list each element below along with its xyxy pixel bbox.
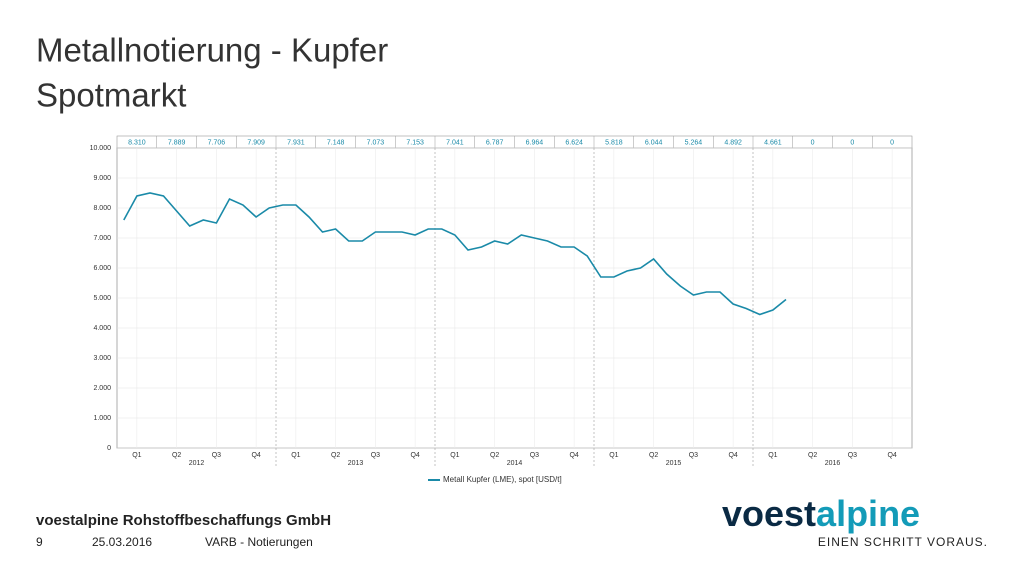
x-tick-label: Q4 — [887, 452, 896, 459]
table-cell: 5.818 — [605, 139, 623, 146]
y-tick-label: 6.000 — [93, 265, 111, 272]
table-cell: 0 — [850, 139, 854, 146]
table-cell: 4.892 — [724, 139, 742, 146]
x-tick-label: Q1 — [609, 452, 618, 459]
logo: voestalpine — [722, 493, 920, 534]
x-tick-label: Q1 — [450, 452, 459, 459]
year-label: 2012 — [189, 460, 205, 467]
legend-label: Metall Kupfer (LME), spot [USD/t] — [443, 475, 562, 484]
y-tick-label: 0 — [107, 445, 111, 452]
x-tick-label: Q4 — [569, 452, 578, 459]
year-label: 2014 — [507, 460, 523, 467]
table-cell: 7.889 — [168, 139, 186, 146]
year-label: 2015 — [666, 460, 682, 467]
year-label: 2013 — [348, 460, 364, 467]
slide-title: Spotmarkt — [36, 77, 186, 114]
section: VARB - Notierungen — [205, 535, 313, 549]
x-tick-label: Q3 — [530, 452, 539, 459]
x-tick-label: Q3 — [212, 452, 221, 459]
table-cell: 0 — [811, 139, 815, 146]
y-tick-label: 9.000 — [93, 175, 111, 182]
x-tick-label: Q1 — [132, 452, 141, 459]
table-cell: 7.153 — [406, 139, 424, 146]
y-tick-label: 10.000 — [90, 145, 112, 152]
x-tick-label: Q1 — [768, 452, 777, 459]
table-cell: 5.264 — [685, 139, 703, 146]
x-tick-label: Q3 — [371, 452, 380, 459]
table-cell: 4.661 — [764, 139, 782, 146]
tagline: EINEN SCHRITT VORAUS. — [818, 535, 988, 549]
table-cell: 7.073 — [367, 139, 385, 146]
x-tick-label: Q4 — [410, 452, 419, 459]
x-tick-label: Q1 — [291, 452, 300, 459]
y-tick-label: 7.000 — [93, 235, 111, 242]
x-tick-label: Q2 — [649, 452, 658, 459]
y-tick-label: 1.000 — [93, 415, 111, 422]
y-tick-label: 8.000 — [93, 205, 111, 212]
year-label: 2016 — [825, 460, 841, 467]
table-cell: 7.931 — [287, 139, 305, 146]
table-cell: 6.044 — [645, 139, 663, 146]
logo-part: alpine — [816, 493, 920, 534]
table-cell: 7.909 — [247, 139, 265, 146]
table-cell: 7.706 — [208, 139, 226, 146]
table-cell: 6.624 — [565, 139, 583, 146]
x-tick-label: Q2 — [331, 452, 340, 459]
logo-part: voest — [722, 493, 816, 534]
page-number: 9 — [36, 535, 43, 549]
x-tick-label: Q3 — [689, 452, 698, 459]
x-tick-label: Q4 — [728, 452, 737, 459]
table-cell: 6.787 — [486, 139, 504, 146]
y-tick-label: 4.000 — [93, 325, 111, 332]
company: voestalpine Rohstoffbeschaffungs GmbH — [36, 512, 331, 529]
x-tick-label: Q4 — [251, 452, 260, 459]
x-tick-label: Q2 — [490, 452, 499, 459]
date: 25.03.2016 — [92, 535, 152, 549]
x-tick-label: Q3 — [848, 452, 857, 459]
table-cell: 8.310 — [128, 139, 146, 146]
slide-title: Metallnotierung - Kupfer — [36, 32, 388, 69]
y-tick-label: 5.000 — [93, 295, 111, 302]
series-line — [123, 192, 787, 316]
table-cell: 0 — [890, 139, 894, 146]
y-tick-label: 2.000 — [93, 385, 111, 392]
x-tick-label: Q2 — [808, 452, 817, 459]
table-cell: 7.041 — [446, 139, 464, 146]
y-tick-label: 3.000 — [93, 355, 111, 362]
table-cell: 6.964 — [526, 139, 544, 146]
x-tick-label: Q2 — [172, 452, 181, 459]
table-cell: 7.148 — [327, 139, 345, 146]
